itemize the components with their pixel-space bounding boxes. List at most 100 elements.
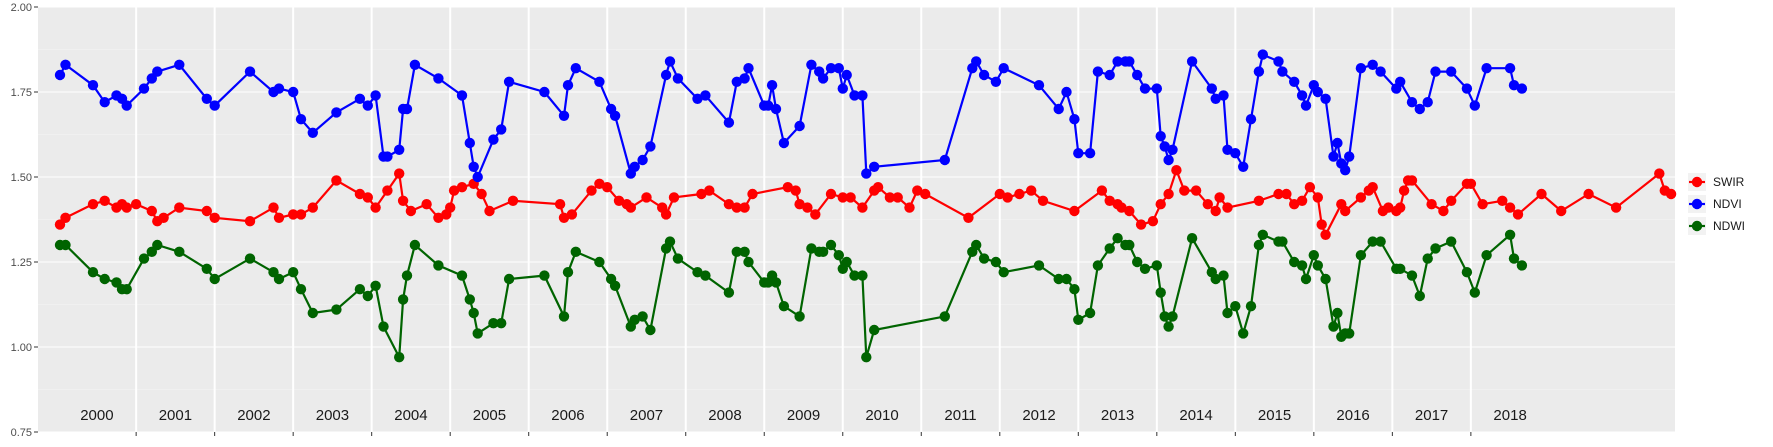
data-point-swir — [158, 212, 169, 223]
data-point-swir — [641, 192, 652, 203]
year-label: 2002 — [237, 407, 270, 424]
data-point-swir — [904, 202, 915, 213]
year-label: 2005 — [473, 407, 506, 424]
data-point-ndwi — [692, 267, 703, 278]
data-point-swir — [484, 205, 495, 217]
data-point-ndvi — [971, 56, 982, 67]
data-point-swir — [1446, 195, 1457, 206]
data-point-ndvi — [1073, 148, 1084, 159]
data-point-ndwi — [174, 246, 185, 257]
data-point-swir — [1171, 165, 1182, 176]
data-point-ndvi — [660, 69, 672, 81]
data-point-ndwi — [664, 236, 676, 247]
data-point-ndwi — [1504, 229, 1516, 240]
data-point-ndvi — [763, 100, 774, 111]
data-point-ndvi — [609, 110, 621, 122]
data-point-ndwi — [456, 270, 468, 281]
data-point-ndvi — [488, 134, 499, 145]
data-point-ndwi — [1139, 263, 1151, 274]
data-point-swir — [810, 209, 821, 220]
data-point-swir — [1273, 188, 1284, 200]
data-point-ndvi — [472, 171, 483, 183]
data-point-swir — [99, 195, 110, 206]
data-point-ndvi — [637, 154, 648, 166]
data-point-ndvi — [806, 59, 817, 70]
data-point-ndwi — [1053, 273, 1064, 285]
data-point-ndwi — [700, 270, 711, 281]
data-point-swir — [1556, 205, 1567, 217]
data-point-ndvi — [1053, 103, 1064, 115]
data-point-ndwi — [743, 256, 754, 268]
data-point-ndwi — [833, 250, 844, 261]
data-point-swir — [602, 182, 613, 193]
data-point-ndvi — [307, 127, 318, 138]
data-point-swir — [723, 199, 735, 210]
data-point-ndwi — [1277, 236, 1288, 247]
data-point-swir — [1383, 202, 1394, 213]
data-point-ndwi — [1151, 260, 1163, 271]
data-point-swir — [1316, 219, 1327, 230]
data-point-ndvi — [1061, 86, 1072, 98]
data-point-ndvi — [837, 83, 848, 94]
data-point-swir — [1340, 205, 1351, 217]
data-point-ndwi — [1257, 229, 1269, 240]
data-point-ndvi — [1151, 83, 1163, 94]
data-point-ndvi — [1257, 49, 1269, 60]
data-point-ndwi — [1104, 243, 1115, 254]
data-point-ndwi — [857, 270, 868, 281]
data-point-ndvi — [1296, 90, 1308, 101]
data-point-ndvi — [817, 73, 829, 84]
data-point-ndvi — [723, 117, 735, 128]
data-point-swir — [1069, 205, 1080, 217]
data-point-ndwi — [1245, 301, 1257, 312]
data-point-ndvi — [1320, 93, 1331, 105]
data-point-swir — [704, 185, 715, 196]
data-point-swir — [872, 182, 884, 193]
data-point-ndwi — [307, 307, 318, 319]
data-point-ndvi — [1155, 131, 1166, 142]
year-label: 2004 — [394, 407, 427, 424]
legend: SWIR NDVI NDWI — [1688, 173, 1745, 235]
data-point-swir — [382, 185, 393, 196]
data-point-ndvi — [1430, 66, 1441, 77]
data-point-ndwi — [861, 352, 872, 363]
legend-key-point — [1691, 220, 1703, 232]
year-label: 2008 — [708, 407, 741, 424]
data-point-swir — [1124, 205, 1135, 217]
data-point-ndvi — [1084, 148, 1096, 159]
data-point-swir — [1222, 202, 1233, 213]
data-point-swir — [456, 182, 468, 193]
data-point-ndvi — [60, 59, 71, 70]
data-point-swir — [448, 185, 460, 196]
year-label: 2003 — [316, 407, 349, 424]
data-point-ndvi — [295, 114, 307, 125]
data-point-ndvi — [1340, 165, 1351, 176]
data-point-ndwi — [1218, 270, 1229, 281]
data-point-ndwi — [503, 273, 515, 285]
data-point-swir — [1253, 195, 1265, 206]
data-point-swir — [558, 212, 570, 223]
data-point-swir — [1210, 205, 1221, 217]
data-point-swir — [731, 202, 742, 213]
data-point-ndvi — [1414, 103, 1426, 115]
legend-key-point — [1691, 198, 1703, 210]
data-point-ndwi — [1446, 236, 1457, 247]
data-point-ndwi — [1155, 287, 1166, 298]
data-point-ndwi — [723, 287, 735, 298]
data-point-swir — [1304, 182, 1316, 193]
data-point-ndwi — [1395, 263, 1406, 274]
legend-label-ndvi: NDVI — [1713, 197, 1742, 211]
data-point-ndvi — [121, 100, 132, 111]
data-point-ndwi — [273, 273, 285, 285]
series-layer — [54, 49, 1677, 363]
data-point-ndwi — [1508, 253, 1520, 264]
data-point-ndwi — [817, 246, 829, 257]
data-point-ndvi — [1139, 83, 1151, 94]
data-point-ndvi — [794, 120, 805, 132]
data-point-ndvi — [869, 161, 880, 172]
year-label: 2007 — [630, 407, 663, 424]
data-point-ndwi — [1406, 270, 1418, 281]
data-point-swir — [802, 202, 813, 213]
data-point-ndvi — [1163, 154, 1174, 166]
data-point-ndwi — [1289, 256, 1300, 268]
